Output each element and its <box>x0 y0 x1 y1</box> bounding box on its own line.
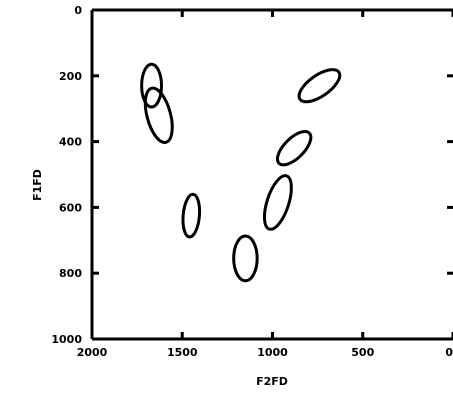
y-axis: 0 200 400 600 800 1000 <box>51 4 453 346</box>
y-tick-label: 0 <box>74 4 82 17</box>
x-tick-label: 500 <box>351 346 374 359</box>
y-tick-label: 1000 <box>51 333 82 346</box>
x-tick-label: 2000 <box>77 346 108 359</box>
data-ellipse <box>143 86 174 144</box>
y-tick-label: 600 <box>59 201 82 214</box>
x-axis: 2000 1500 1000 500 0 <box>77 10 453 359</box>
data-ellipse <box>140 62 163 109</box>
data-ellipse <box>262 174 293 231</box>
data-ellipse <box>297 68 342 104</box>
x-tick-label: 0 <box>445 346 453 359</box>
x-tick-label: 1500 <box>167 346 198 359</box>
data-ellipse <box>181 192 202 239</box>
x-axis-title: F2FD <box>256 375 288 388</box>
y-axis-title: F1FD <box>31 169 44 201</box>
y-tick-label: 200 <box>59 70 82 83</box>
data-ellipse <box>232 234 259 283</box>
x-tick-label: 1000 <box>257 346 288 359</box>
y-tick-label: 800 <box>59 267 82 280</box>
data-marks <box>140 62 342 283</box>
y-tick-label: 400 <box>59 136 82 149</box>
plot-frame <box>90 8 453 341</box>
data-ellipse <box>275 130 313 167</box>
